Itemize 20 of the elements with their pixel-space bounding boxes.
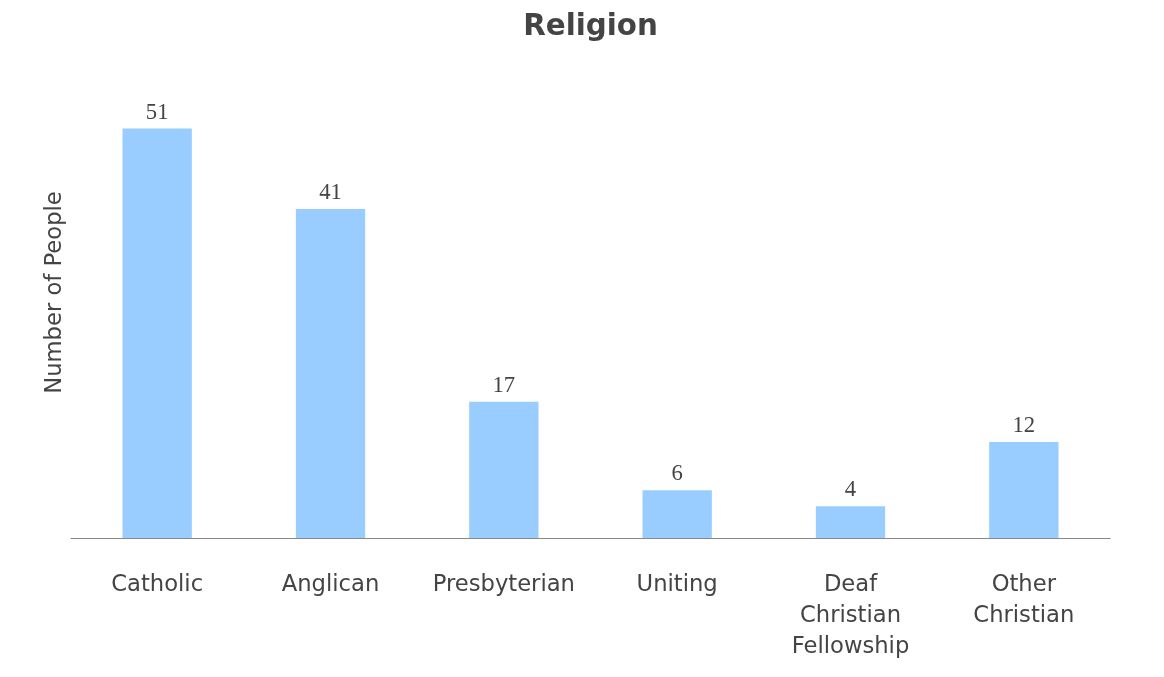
x-tick-label: Deaf Christian Fellowship [791,569,910,658]
bar [469,401,539,539]
data-label: 17 [492,371,516,397]
bar [989,442,1059,539]
data-label: 4 [844,476,857,502]
data-label: 51 [145,98,169,124]
x-tick-label: Other Christian [973,569,1075,627]
x-tick-label: Anglican [281,569,380,596]
chart-title: Religion [523,7,658,42]
data-label: 12 [1012,412,1036,438]
bar [815,506,886,539]
x-tick-label: Uniting [636,569,718,596]
bar [295,208,366,539]
bar [642,490,712,539]
x-tick-label: Catholic [111,569,204,596]
data-label: 6 [671,460,683,486]
bar [122,128,192,539]
y-axis-title: Number of People [39,191,66,394]
x-tick-label: Presbyterian [432,569,575,596]
data-label: 41 [319,178,342,204]
